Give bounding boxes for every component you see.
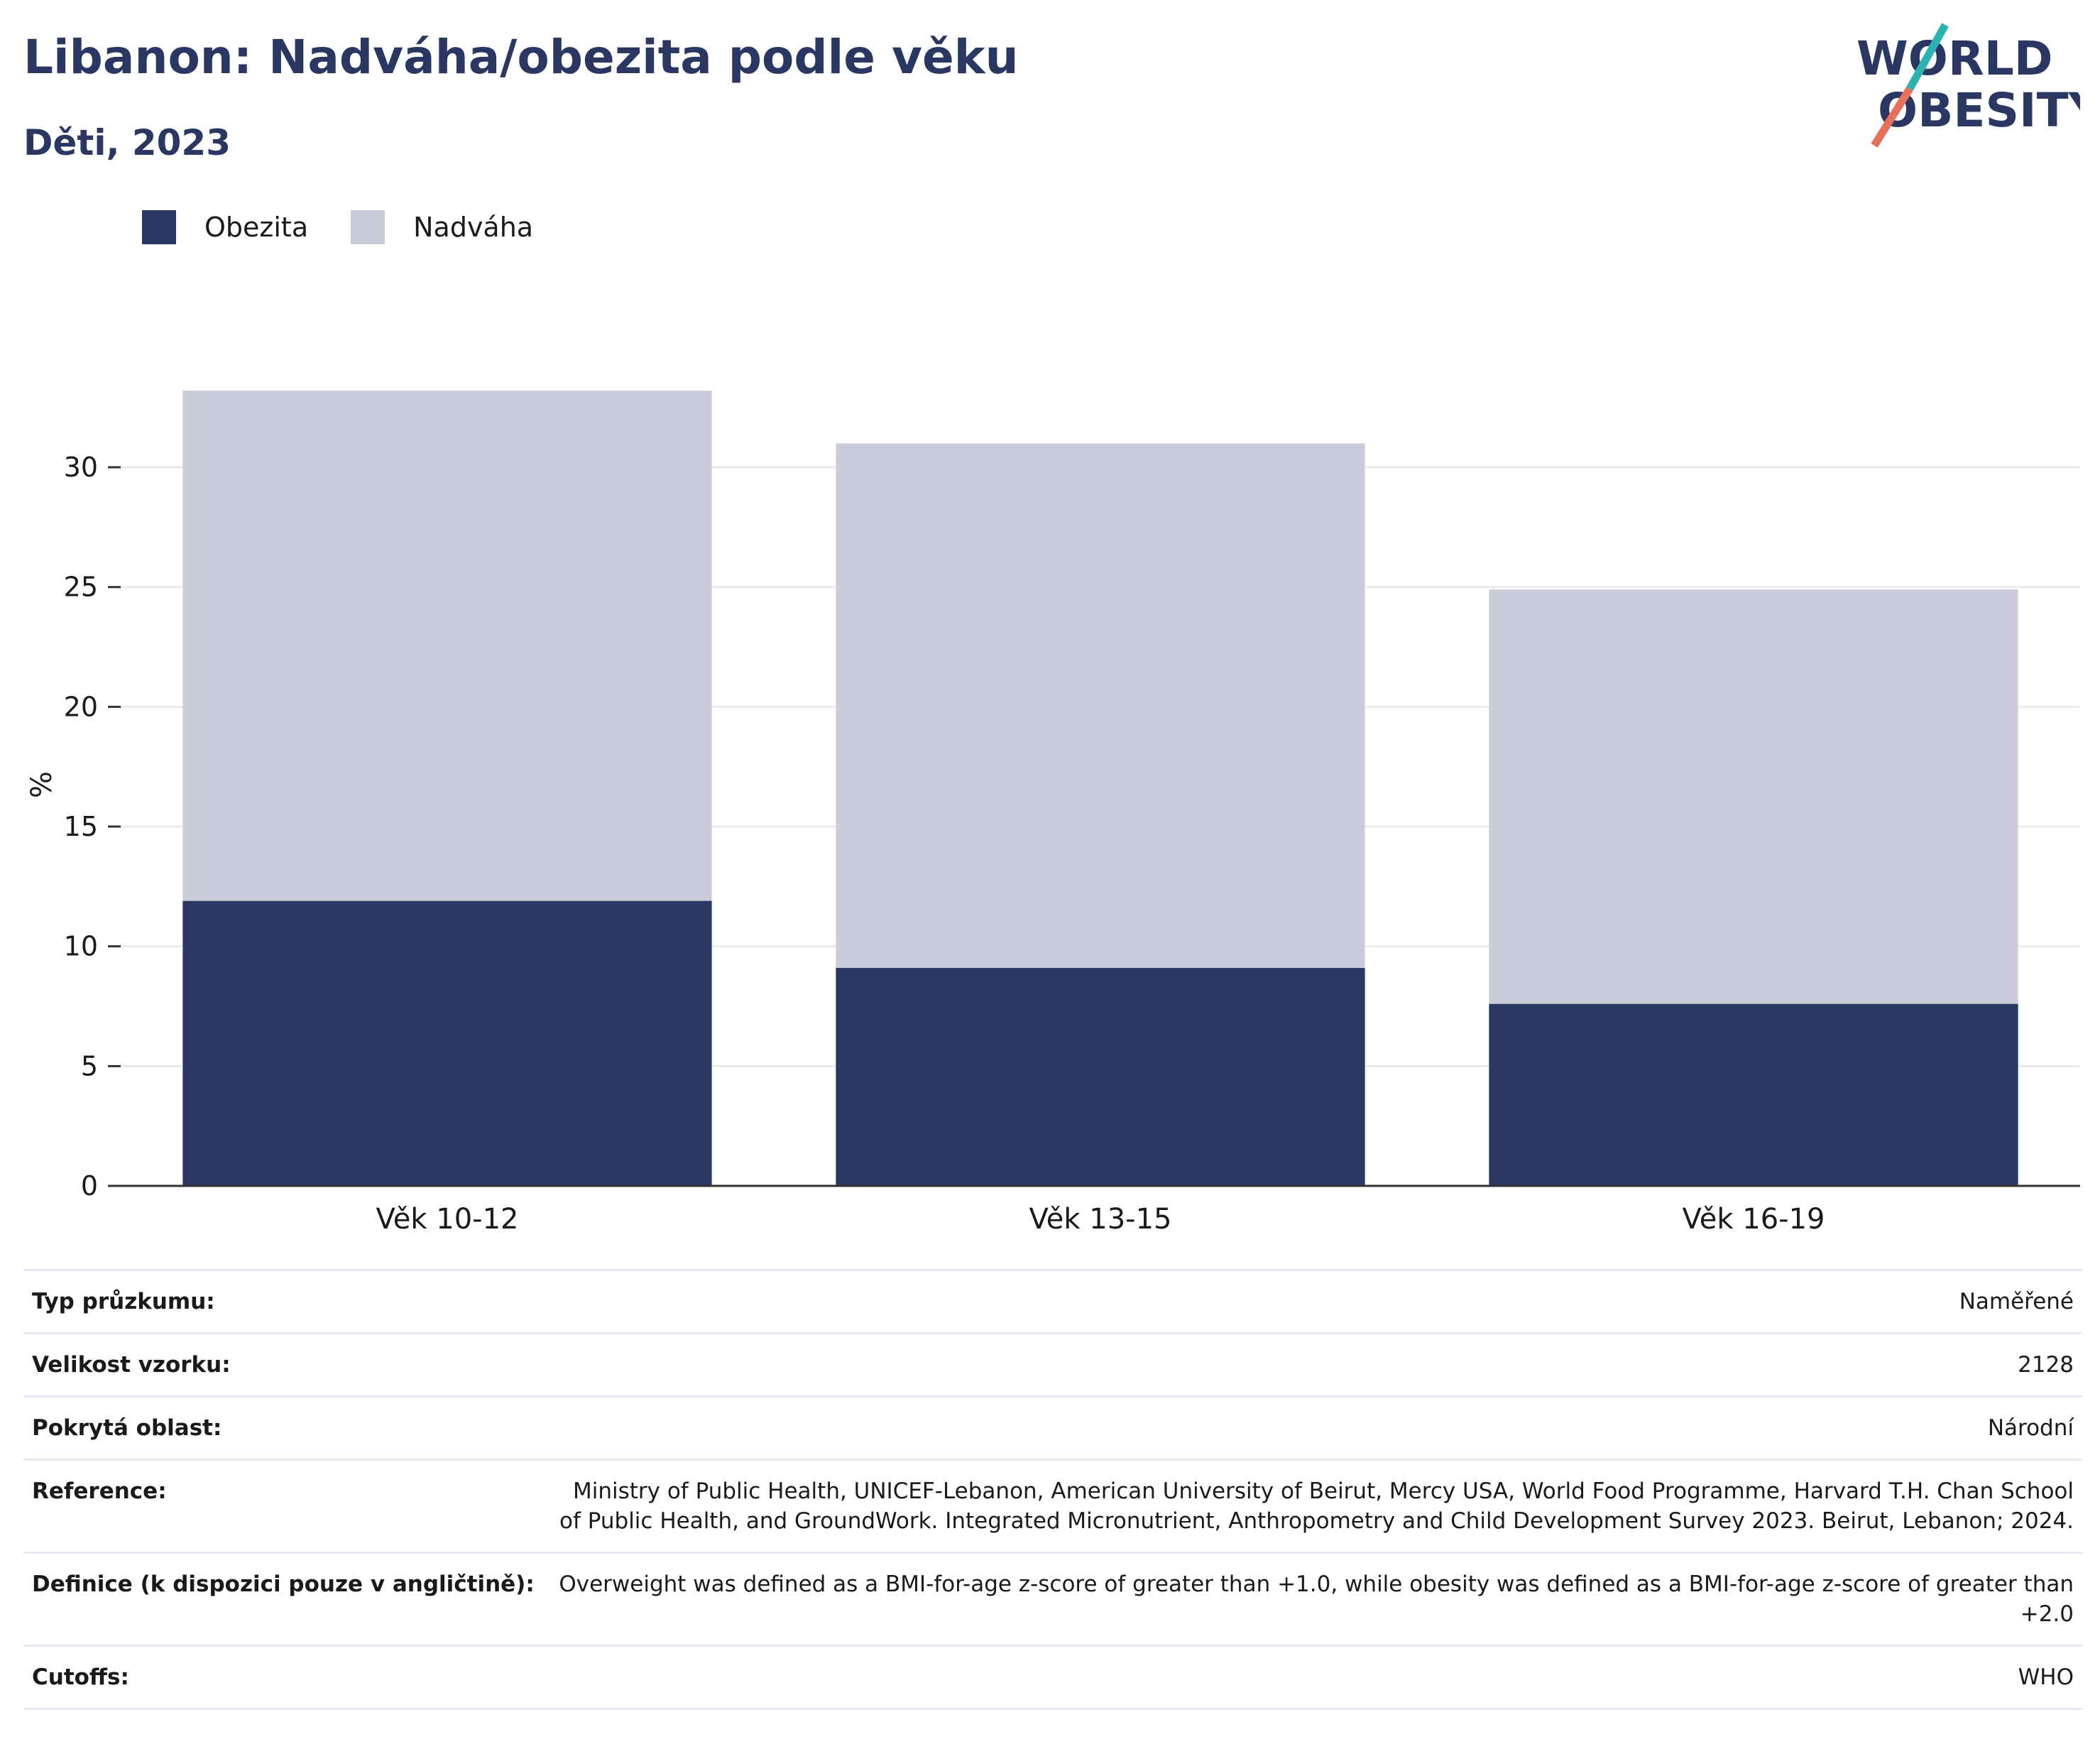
legend-label-obesity: Obezita (204, 212, 309, 243)
legend-item-overweight[interactable]: Nadváha (351, 210, 533, 244)
y-axis-label: % (26, 771, 58, 798)
info-value: Naměřené (542, 1269, 2082, 1334)
y-tick-label: 25 (64, 572, 98, 603)
bar-overweight (1489, 589, 2018, 1004)
info-row: Typ průzkumu: Naměřené (23, 1269, 2082, 1334)
y-tick-label: 0 (81, 1170, 98, 1202)
world-obesity-logo: WORLD OBESITY (1856, 23, 2080, 148)
x-tick-label: Věk 13-15 (1029, 1203, 1172, 1236)
logo-text-world: WORLD (1856, 31, 2053, 86)
info-table: Typ průzkumu: Naměřené Velikost vzorku: 212… (23, 1269, 2082, 1710)
info-row: Pokrytá oblast: Národní (23, 1395, 2082, 1460)
info-row: Reference: Ministry of Public Health, UNI… (23, 1459, 2082, 1553)
legend-item-obesity[interactable]: Obezita (142, 210, 308, 244)
chart-subtitle: Děti, 2023 (23, 122, 231, 163)
bar-obesity (1489, 1003, 2018, 1186)
info-label: Cutoffs: (23, 1645, 543, 1710)
legend-swatch-obesity (142, 210, 176, 244)
y-tick-label: 30 (64, 452, 98, 483)
info-value: 2128 (542, 1332, 2082, 1397)
info-label: Typ průzkumu: (23, 1269, 543, 1334)
x-tick-label: Věk 16-19 (1683, 1203, 1825, 1236)
bar-overweight (836, 443, 1365, 969)
chart-title: Libanon: Nadváha/obezita podle věku (23, 30, 1019, 85)
bar-overweight (182, 391, 712, 901)
info-value: WHO (542, 1645, 2082, 1710)
legend-swatch-overweight (351, 210, 385, 244)
info-value: Overweight was defined as a BMI-for-age … (542, 1552, 2082, 1646)
info-row: Definice (k dispozici pouze v angličtině… (23, 1552, 2082, 1646)
legend-label-overweight: Nadváha (413, 212, 534, 243)
x-tick-label: Věk 10-12 (376, 1203, 519, 1236)
info-row: Velikost vzorku: 2128 (23, 1332, 2082, 1397)
bar-chart: 0 5 10 15 20 25 30% Věk 10-12 Věk 13-15 Věk 16-19 (26, 391, 2080, 1236)
info-label: Pokrytá oblast: (23, 1395, 543, 1460)
y-tick-label: 10 (64, 931, 98, 962)
bar-obesity (836, 968, 1365, 1186)
info-value: Národní (542, 1395, 2082, 1460)
info-label: Velikost vzorku: (23, 1332, 543, 1397)
y-tick-label: 20 (64, 691, 98, 722)
info-row: Cutoffs: WHO (23, 1645, 2082, 1710)
logo-slash-teal (1906, 23, 1949, 91)
bar-obesity (182, 900, 712, 1186)
y-tick-label: 5 (81, 1050, 98, 1081)
info-value: Ministry of Public Health, UNICEF-Lebano… (542, 1459, 2082, 1553)
info-label: Definice (k dispozici pouze v angličtině… (23, 1552, 543, 1646)
info-label: Reference: (23, 1459, 543, 1553)
y-tick-label: 15 (64, 811, 98, 842)
chart-legend: Obezita Nadváha (142, 210, 576, 244)
logo-slash-coral (1871, 87, 1913, 148)
